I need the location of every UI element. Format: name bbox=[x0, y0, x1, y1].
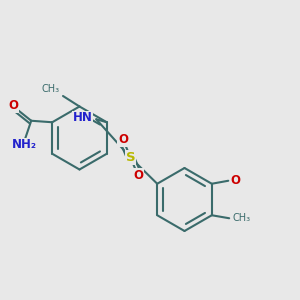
Text: O: O bbox=[231, 174, 241, 187]
Text: CH₃: CH₃ bbox=[42, 85, 60, 94]
Text: NH₂: NH₂ bbox=[12, 138, 37, 151]
Text: S: S bbox=[126, 151, 135, 164]
Text: O: O bbox=[8, 99, 18, 112]
Text: CH₃: CH₃ bbox=[232, 213, 250, 223]
Text: HN: HN bbox=[73, 111, 93, 124]
Text: O: O bbox=[118, 133, 128, 146]
Text: O: O bbox=[133, 169, 143, 182]
